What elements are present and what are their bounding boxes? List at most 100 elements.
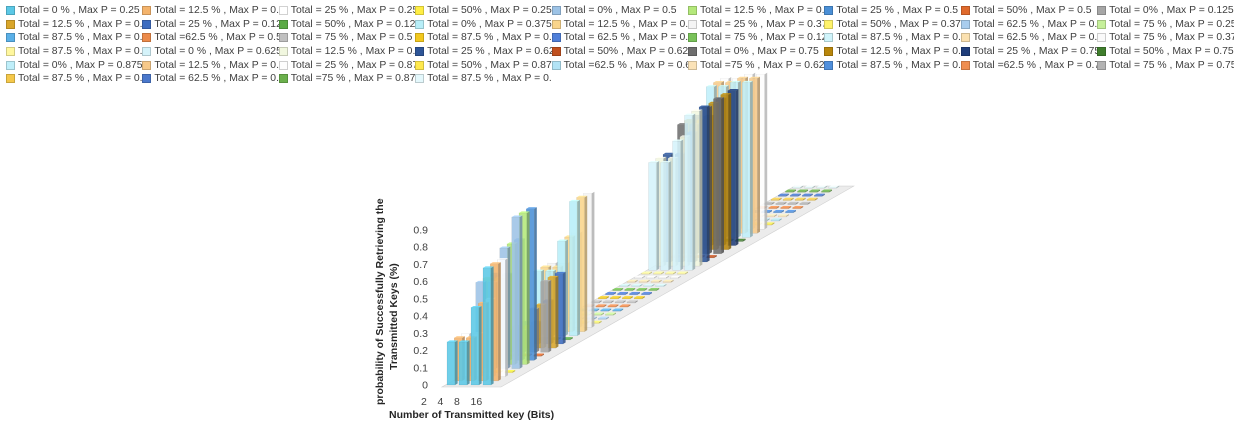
legend-label: Total = 12.5 % , Max P = 0.5 bbox=[699, 5, 825, 17]
bar bbox=[814, 193, 825, 197]
bar bbox=[773, 210, 784, 214]
bar bbox=[634, 275, 645, 279]
legend-swatch bbox=[551, 47, 561, 57]
legend-swatch bbox=[415, 19, 425, 29]
bar bbox=[713, 97, 724, 255]
bar bbox=[794, 197, 806, 201]
legend-entry: Total =75 % , Max P = 0.625 bbox=[687, 58, 825, 72]
bar bbox=[782, 197, 794, 201]
bar bbox=[749, 76, 760, 234]
legend-label: Total = 87.5 % , Max P = 0.375 bbox=[18, 46, 143, 58]
bar bbox=[797, 189, 808, 193]
legend-entry: Total = 75 % , Max P = 0.75 bbox=[1097, 58, 1234, 72]
bar bbox=[540, 280, 552, 353]
legend-swatch bbox=[142, 33, 152, 43]
legend-label: Total = 75 % , Max P = 0.25 bbox=[1109, 18, 1234, 30]
bar bbox=[619, 283, 631, 287]
bar bbox=[595, 304, 607, 308]
bar bbox=[648, 161, 660, 271]
legend-swatch bbox=[1097, 6, 1107, 16]
legend-label: Total = 25 % , Max P = 0.75 bbox=[972, 46, 1098, 58]
legend-entry: Total = 0% , Max P = 0.5 bbox=[551, 4, 688, 18]
legend-label: Total = 0 % , Max P = 0.25 bbox=[18, 5, 140, 17]
bar bbox=[605, 292, 616, 296]
legend-entry: Total = 25 % , Max P = 0.25 bbox=[278, 4, 416, 18]
bar bbox=[804, 185, 816, 189]
bar bbox=[629, 292, 640, 296]
bar bbox=[600, 308, 612, 312]
legend-entry: Total = 75 % , Max P = 0.25 bbox=[1097, 18, 1234, 32]
legend-label: Total = 87.5 % , Max P = 0.875 bbox=[427, 73, 552, 85]
bar bbox=[482, 266, 494, 386]
legend-label: Total = 62.5 % , Max P = 0.25 bbox=[972, 18, 1098, 30]
bar bbox=[766, 214, 777, 218]
legend-swatch bbox=[278, 60, 288, 70]
bar bbox=[602, 300, 614, 304]
legend-swatch bbox=[142, 60, 152, 70]
bar bbox=[638, 279, 650, 283]
bar bbox=[662, 279, 674, 283]
legend-label: Total = 25 % , Max P = 0.875 bbox=[290, 59, 416, 71]
legend-entry: Total = 75 % , Max P = 0.5 bbox=[278, 31, 415, 45]
legend-swatch bbox=[960, 60, 970, 70]
legend-entry: Total = 25 % , Max P = 0.625 bbox=[415, 45, 552, 59]
bar bbox=[821, 189, 832, 193]
bar bbox=[785, 189, 796, 193]
legend-swatch bbox=[687, 47, 697, 57]
legend-entry: Total = 12.5 % , Max P = 0.625 bbox=[278, 45, 416, 59]
y-tick-label: 0.6 bbox=[413, 276, 428, 288]
legend-label: Total = 0% , Max P = 0.75 bbox=[699, 46, 819, 58]
bar bbox=[792, 185, 804, 189]
bar bbox=[828, 185, 840, 189]
legend-label: Total = 25 % , Max P = 0.25 bbox=[290, 5, 416, 17]
legend-label: Total = 0% , Max P = 0.375 bbox=[427, 18, 552, 30]
legend-entry: Total = 0% , Max P = 0.375 bbox=[415, 18, 552, 32]
legend-label: Total =75 % , Max P = 0.625 bbox=[699, 59, 825, 71]
legend-label: Total = 50% , Max P = 0.875 bbox=[427, 59, 552, 71]
x-tick-label: 16 bbox=[471, 396, 483, 408]
bar bbox=[631, 283, 643, 287]
chart-bars bbox=[446, 72, 840, 386]
bar bbox=[643, 283, 655, 287]
legend-entry: Total = 12.5 % , Max P = 0.875 bbox=[142, 58, 279, 72]
bar bbox=[624, 287, 636, 291]
legend-entry: Total = 0 % , Max P = 0.625 bbox=[142, 45, 279, 59]
legend-entry: Total = 87.5 % , Max P = 0.875 bbox=[415, 72, 552, 86]
legend-swatch bbox=[687, 19, 697, 29]
legend-swatch bbox=[6, 6, 15, 16]
bar bbox=[569, 199, 580, 336]
legend-swatch bbox=[824, 19, 834, 29]
legend-label: Total = 12.5 % , Max P = 0.875 bbox=[154, 59, 279, 71]
bar bbox=[792, 205, 804, 209]
legend-swatch bbox=[687, 33, 697, 43]
legend-label: Total = 75 % , Max P = 0.125 bbox=[699, 32, 825, 44]
legend-swatch bbox=[824, 33, 834, 43]
legend-swatch bbox=[824, 60, 834, 70]
legend-entry: Total = 25 % , Max P = 0.5 bbox=[824, 4, 960, 18]
bar bbox=[816, 185, 828, 189]
bar bbox=[470, 305, 482, 386]
legend-swatch bbox=[551, 6, 561, 16]
legend-entry: Total =75 % , Max P = 0.875 bbox=[278, 72, 415, 86]
legend-entry: Total = 87.5 % , Max P = 0.375 bbox=[6, 45, 142, 59]
legend-entry: Total = 25 % , Max P = 0.375 bbox=[687, 18, 824, 32]
legend-entry: Total = 62.5 % , Max P = 0.125 bbox=[551, 31, 688, 45]
bar bbox=[684, 113, 696, 271]
legend-label: Total =62.5 % , Max P = 0.5 bbox=[154, 32, 279, 44]
legend-label: Total = 12.5 % , Max P = 0.625 bbox=[290, 46, 416, 58]
bar bbox=[648, 287, 660, 291]
bar bbox=[720, 93, 732, 250]
bar bbox=[660, 161, 672, 271]
bar bbox=[770, 197, 782, 201]
legend-label: Total = 50% , Max P = 0.5 bbox=[972, 5, 1092, 17]
bar bbox=[641, 271, 652, 275]
legend-swatch bbox=[1097, 19, 1107, 29]
bar bbox=[655, 283, 667, 287]
legend-label: Total = 50% , Max P = 0.125 bbox=[290, 18, 416, 30]
bar bbox=[775, 201, 787, 205]
legend-label: Total = 50% , Max P = 0.625 bbox=[563, 46, 688, 58]
legend-swatch bbox=[1097, 60, 1107, 70]
bar bbox=[598, 316, 609, 320]
bar bbox=[785, 210, 796, 214]
legend-entry: Total = 50% , Max P = 0.375 bbox=[824, 18, 961, 32]
